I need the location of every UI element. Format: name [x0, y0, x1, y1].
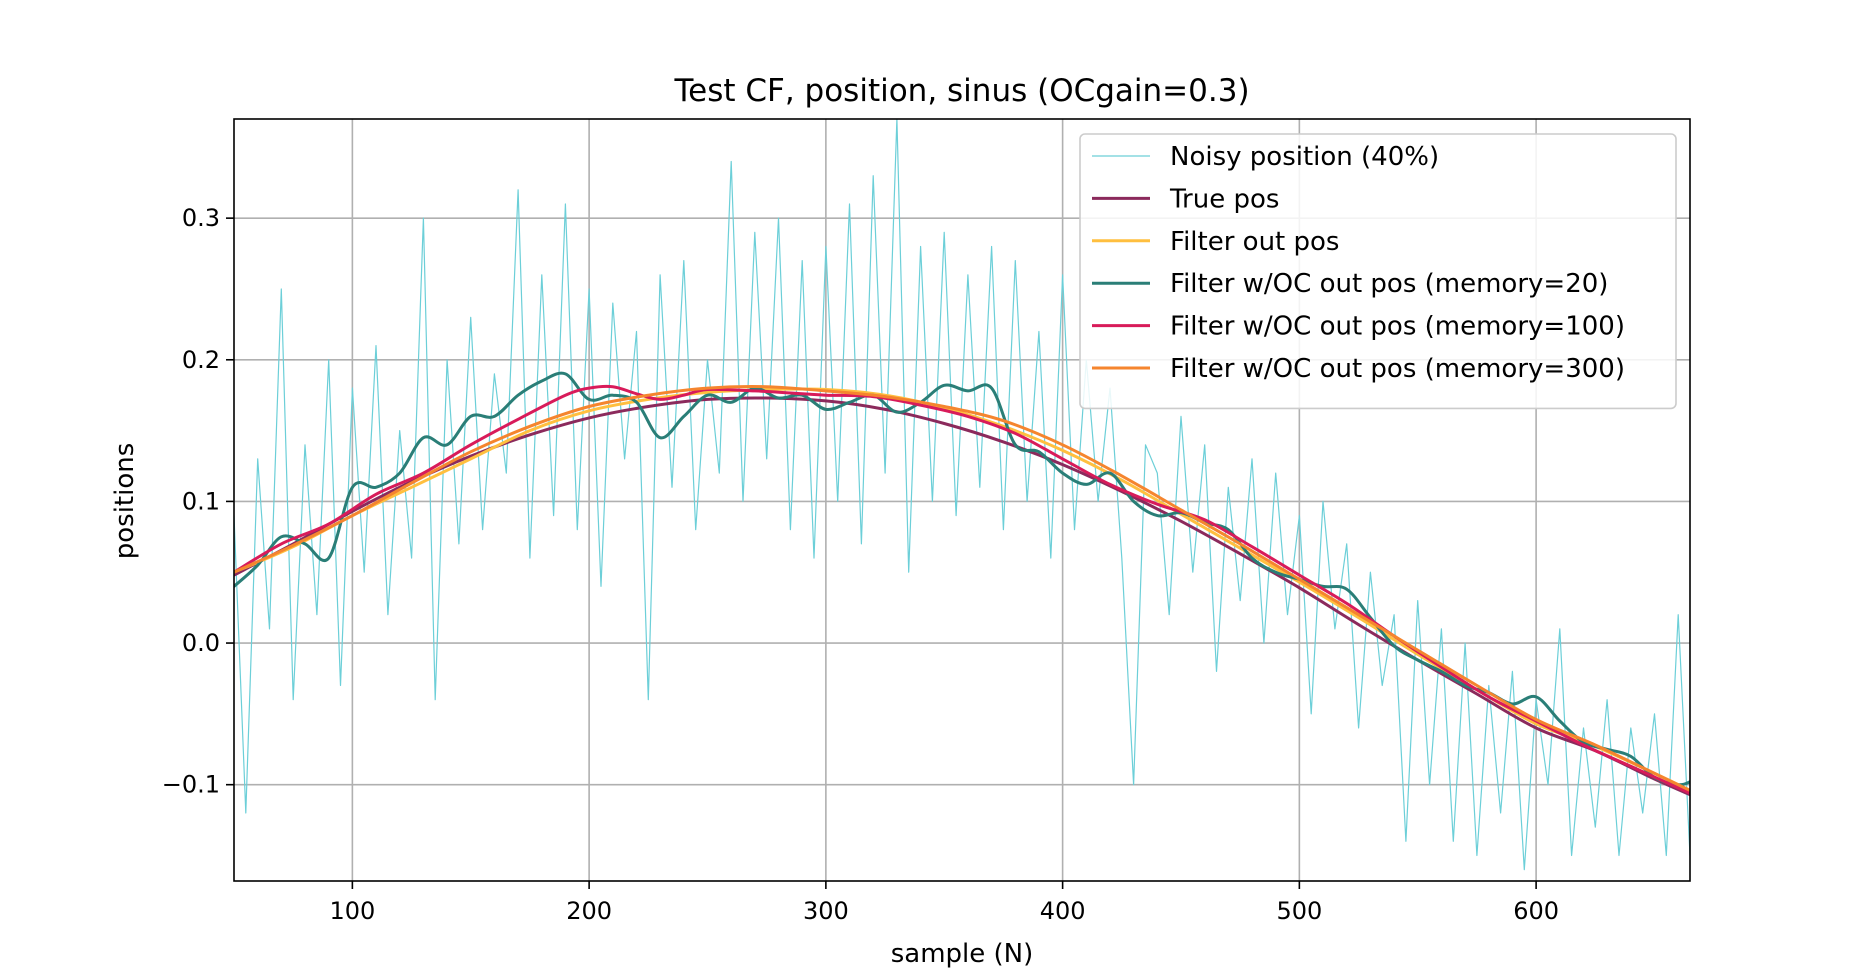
y-tick-label: 0.0	[182, 629, 220, 657]
x-tick-label: 400	[1040, 897, 1086, 925]
legend-label: Filter out pos	[1170, 227, 1339, 257]
series-layer	[234, 119, 1690, 871]
legend-label: Filter w/OC out pos (memory=100)	[1170, 312, 1625, 342]
y-tick-label: 0.2	[182, 346, 220, 374]
x-tick-label: 500	[1276, 897, 1322, 925]
legend-label: True pos	[1169, 184, 1279, 214]
x-tick-label: 200	[566, 897, 612, 925]
y-tick-label: 0.3	[182, 204, 220, 232]
x-tick-label: 600	[1513, 897, 1559, 925]
series-line-3	[234, 371, 1690, 787]
series-line-0	[234, 119, 1690, 871]
legend-label: Filter w/OC out pos (memory=300)	[1170, 354, 1625, 384]
legend-label: Noisy position (40%)	[1170, 142, 1439, 172]
legend-box	[1079, 133, 1677, 410]
y-tick-label: 0.1	[182, 487, 220, 515]
chart-title: Test CF, position, sinus (OCgain=0.3)	[673, 73, 1249, 109]
y-tick-label: −0.1	[162, 771, 220, 799]
series-line-1	[234, 396, 1690, 797]
x-tick-label: 300	[803, 897, 849, 925]
legend-label: Filter w/OC out pos (memory=20)	[1170, 269, 1608, 299]
x-axis-label: sample (N)	[891, 939, 1034, 969]
ticks: 100 200 300 400 500 600 −0.1 0.0 0.1 0.2 0.3	[162, 204, 1559, 925]
y-axis-label: positions	[110, 443, 140, 560]
legend: Noisy position (40%) True pos Filter out p…	[1079, 133, 1677, 410]
x-tick-label: 100	[329, 897, 375, 925]
plot-frame	[233, 118, 1691, 882]
series-line-5	[234, 385, 1690, 792]
